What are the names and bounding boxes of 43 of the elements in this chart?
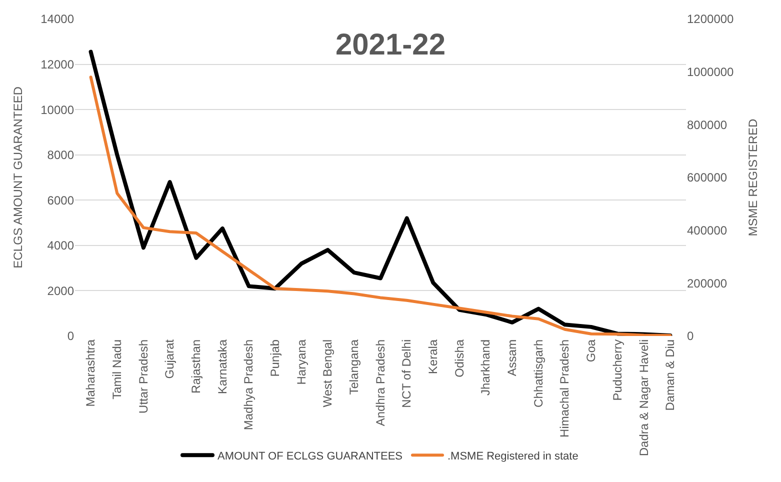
x-tick-label: Jharkhand	[478, 339, 493, 396]
y2-tick-label: 400000	[687, 224, 728, 238]
x-tick-label: Daman & Diu	[663, 339, 678, 411]
y-axis-title: ECLGS AMOUNT GUARANTEED	[10, 86, 25, 268]
x-tick-label: Kerala	[426, 339, 440, 374]
x-tick-label: Tamil Nadu	[110, 339, 124, 400]
y-tick-label: 6000	[47, 193, 74, 208]
x-tick-label: Telangana	[347, 339, 362, 395]
y-tick-label: 14000	[40, 12, 74, 26]
y-tick-label: 10000	[40, 102, 74, 117]
y-tick-label: 8000	[47, 148, 74, 162]
x-tick-label: Assam	[505, 339, 520, 376]
x-tick-label: Punjab	[268, 339, 282, 377]
x-tick-label: NCT of Delhi	[400, 339, 414, 408]
x-tick-label: Dadra & Nagar Haveli	[636, 339, 651, 456]
x-tick-label: Haryana	[294, 339, 308, 385]
y2-axis-title: MSME REGISTERED	[746, 118, 760, 236]
y2-tick-label: 1200000	[687, 12, 734, 26]
x-tick-label: Karnataka	[215, 339, 230, 394]
y-tick-label: 4000	[47, 238, 74, 253]
y2-tick-label: 1000000	[687, 65, 734, 80]
y-tick-label: 2000	[47, 284, 74, 298]
y-tick-label: 0	[67, 329, 74, 344]
x-tick-label: Chhattisgarh	[531, 339, 546, 408]
x-tick-label: Puducherry	[610, 339, 624, 401]
x-tick-label: Odisha	[452, 339, 466, 378]
x-tick-label: Madhya Pradesh	[242, 339, 256, 430]
x-tick-label: West Bengal	[320, 339, 335, 408]
x-tick-label: Maharashtra	[84, 339, 98, 407]
chart-title: 2021-22	[335, 28, 446, 62]
x-tick-label: Gujarat	[162, 338, 177, 379]
x-tick-label: Himachal Pradesh	[558, 339, 572, 438]
y-tick-label: 12000	[40, 57, 74, 72]
y2-tick-label: 200000	[687, 276, 728, 290]
legend-label: .MSME Registered in state	[448, 450, 578, 462]
x-tick-label: Andhra Pradesh	[373, 339, 388, 426]
y2-tick-label: 600000	[687, 170, 728, 185]
legend-label: AMOUNT OF ECLGS GUARANTEES	[218, 450, 402, 462]
x-tick-label: Goa	[584, 339, 598, 362]
y2-tick-label: 800000	[687, 118, 728, 132]
x-tick-label: Rajasthan	[189, 339, 204, 394]
y2-tick-label: 0	[687, 329, 694, 344]
x-tick-label: Uttar Pradesh	[136, 339, 150, 414]
